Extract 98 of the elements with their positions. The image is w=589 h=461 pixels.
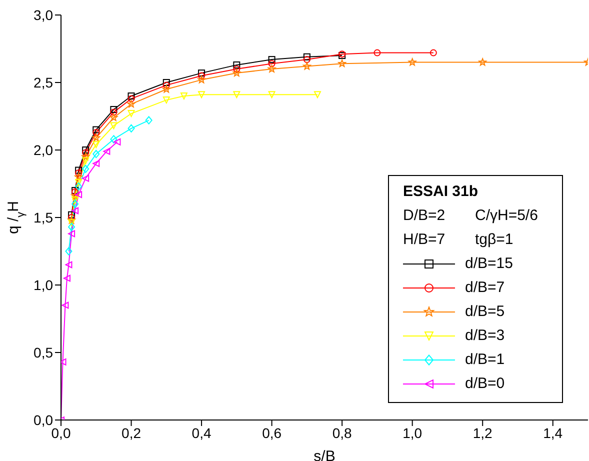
- point: [82, 164, 90, 173]
- annotation: C/γH=5/6: [475, 206, 538, 226]
- point: [68, 216, 76, 224]
- y-tick-label: 0,0: [34, 412, 54, 428]
- point: [162, 79, 170, 86]
- annotation: tgβ=1: [475, 230, 514, 250]
- x-tick-label: 0,0: [51, 424, 71, 441]
- point: [198, 91, 206, 98]
- point: [75, 166, 82, 174]
- point: [198, 72, 206, 80]
- point: [92, 141, 100, 148]
- point: [314, 91, 321, 98]
- point: [128, 92, 135, 100]
- point: [68, 211, 76, 218]
- point: [92, 134, 100, 142]
- point: [268, 56, 276, 64]
- legend-label: d/B=5: [465, 302, 505, 322]
- point: [74, 172, 82, 180]
- point: [65, 247, 72, 256]
- point: [75, 169, 82, 176]
- point: [233, 91, 240, 98]
- x-tick-label: 1,0: [402, 424, 422, 441]
- point: [232, 68, 241, 76]
- point: [128, 110, 135, 118]
- point: [233, 61, 240, 68]
- point: [303, 62, 311, 70]
- point: [63, 274, 70, 282]
- point: [103, 148, 110, 155]
- point: [68, 214, 76, 221]
- y-tick-label: 2,0: [34, 142, 54, 158]
- x-tick-label: 0,8: [332, 424, 352, 441]
- point: [408, 58, 416, 66]
- point: [338, 60, 346, 68]
- legend-label: d/B=15: [465, 254, 513, 274]
- point: [92, 128, 100, 136]
- point: [162, 82, 170, 89]
- point: [82, 152, 90, 160]
- point: [72, 200, 79, 208]
- point: [233, 66, 240, 72]
- x-tick-label: 1,2: [472, 424, 493, 441]
- point: [430, 49, 437, 56]
- point: [374, 49, 381, 56]
- point: [478, 58, 487, 66]
- point: [198, 76, 206, 84]
- point: [162, 85, 170, 93]
- point: [303, 53, 310, 60]
- x-tick-label: 0,6: [262, 424, 282, 441]
- legend-label: d/B=3: [465, 326, 505, 346]
- point: [198, 70, 206, 77]
- y-tick-label: 2,5: [34, 74, 54, 90]
- point: [72, 207, 79, 214]
- point: [75, 182, 82, 191]
- point: [72, 196, 79, 204]
- y-tick-label: 0,5: [34, 344, 54, 360]
- point: [114, 138, 121, 146]
- point: [75, 191, 82, 198]
- point: [128, 95, 135, 102]
- x-axis-title: s/B: [314, 448, 336, 461]
- point: [92, 126, 100, 134]
- annotation: H/B=7: [403, 230, 446, 250]
- legend-label: d/B=0: [465, 374, 505, 394]
- x-tick-label: 0,4: [192, 424, 212, 441]
- point: [68, 222, 76, 232]
- point: [75, 178, 82, 186]
- point: [110, 106, 118, 113]
- point: [303, 56, 310, 64]
- point: [268, 91, 276, 98]
- legend-label: d/B=1: [465, 350, 505, 370]
- point: [92, 160, 100, 167]
- point: [127, 100, 136, 108]
- x-tick-label: 1,4: [543, 424, 563, 441]
- point: [110, 108, 118, 116]
- legend-title: ESSAI 31b: [403, 182, 480, 202]
- point: [110, 122, 118, 130]
- point: [82, 146, 90, 154]
- point: [268, 64, 276, 72]
- y-tick-label: 1,5: [34, 209, 54, 226]
- annotation: D/B=2: [403, 206, 446, 226]
- point: [110, 135, 118, 144]
- point: [92, 150, 100, 158]
- point: [82, 149, 90, 156]
- point: [162, 96, 170, 104]
- point: [71, 192, 79, 200]
- point: [68, 219, 76, 226]
- y-tick-label: 1,0: [34, 276, 54, 293]
- point: [128, 124, 135, 132]
- y-tick-label: 3,0: [34, 6, 54, 23]
- point: [180, 92, 188, 100]
- legend-label: d/B=7: [465, 278, 505, 298]
- point: [65, 261, 72, 268]
- point: [110, 114, 118, 122]
- point: [268, 60, 276, 68]
- x-tick-label: 0,2: [122, 424, 142, 441]
- point: [62, 302, 69, 309]
- point: [82, 174, 90, 182]
- point: [68, 230, 76, 238]
- point: [145, 116, 152, 124]
- point: [82, 157, 90, 164]
